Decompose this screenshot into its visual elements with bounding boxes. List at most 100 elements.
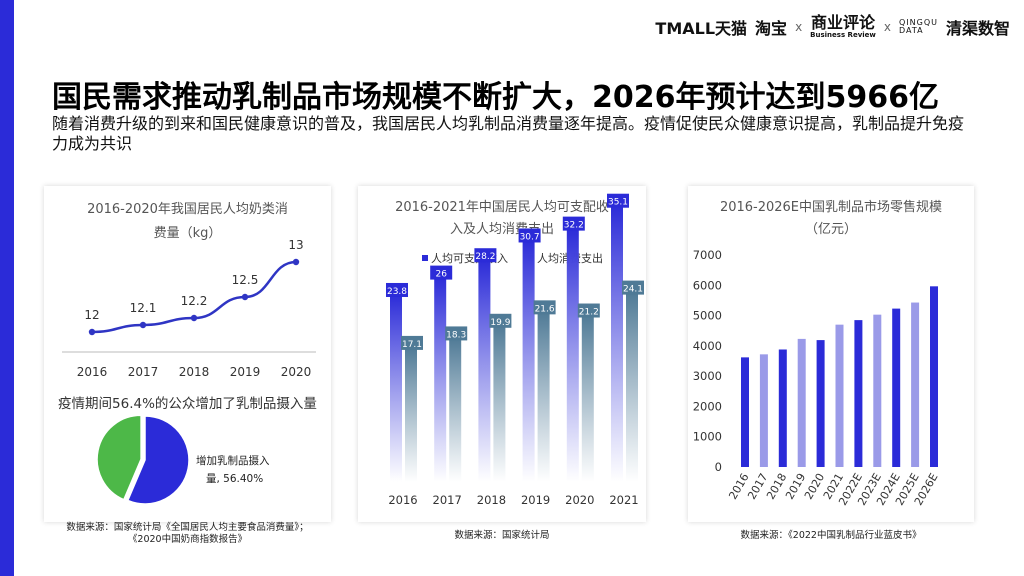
x-tick-label: 2020: [565, 493, 594, 507]
brand-logos: TMALL天猫 淘宝 x 商业评论 Business Review x QING…: [655, 14, 1010, 40]
data-label-income: 23.8: [387, 287, 407, 297]
panel-milk-consumption: 2016-2020年我国居民人均奶类消 费量（kg） 12 2016 12.1 201…: [44, 186, 331, 522]
bar: [741, 357, 749, 467]
data-label-income: 26: [435, 270, 447, 280]
business-review-cn: 商业评论: [811, 13, 876, 32]
x-tick-label: 2017: [433, 493, 462, 507]
left-accent-bar: [0, 0, 14, 576]
bar: [911, 302, 920, 467]
tmall-logo: TMALL天猫: [655, 19, 748, 38]
bar: [930, 286, 938, 467]
grouped-bar-chart: 人均可支配收入人均消费支出23.817.120162618.3201728.21…: [386, 193, 644, 507]
bar-spending: [537, 311, 550, 482]
y-tick-label: 2000: [693, 399, 722, 413]
bar-spending: [493, 324, 506, 482]
bar-spending: [405, 346, 417, 482]
bar: [797, 338, 806, 467]
data-label-income: 28.2: [475, 252, 495, 262]
panel-market-size: 2016-2026E中国乳制品市场零售规模 （亿元） 0 1000 2000 3000…: [688, 186, 974, 522]
qingqu-en-line2: DATA: [898, 26, 924, 35]
pie-slice: [126, 415, 190, 505]
data-label-spending: 21.6: [535, 304, 555, 314]
qingqu-en-logo: QINGQU DATA: [899, 19, 938, 35]
bar-income: [611, 204, 623, 482]
x-tick-label: 2017: [128, 365, 159, 379]
data-label-spending: 21.2: [579, 308, 599, 318]
data-label-box-spending: [445, 326, 468, 341]
chart-title-line1: 2016-2021年中国居民人均可支配收: [395, 200, 609, 215]
x-tick-label: 2016: [77, 365, 108, 379]
data-label-box-spending: [533, 300, 556, 315]
bar-income: [566, 227, 579, 482]
data-label: 12.2: [181, 294, 208, 308]
data-label-spending: 17.1: [402, 340, 422, 350]
x-tick-label: 2016: [388, 493, 417, 507]
data-label-box-income: [386, 282, 408, 297]
data-label-box-spending: [577, 303, 600, 318]
page-subtitle: 随着消费升级的到来和国民健康意识的普及，我国居民人均乳制品消费量逐年提高。疫情促…: [52, 114, 965, 153]
chart-title-line2: 费量（kg）: [153, 226, 222, 241]
bar-chart: 0100020003000400050006000700020162017201…: [693, 248, 941, 508]
source-note-3: 数据来源：《2022中国乳制品行业蓝皮书》: [740, 530, 922, 541]
data-label-income: 32.2: [564, 221, 584, 231]
x-tick-label: 2018: [179, 365, 210, 379]
data-label-income: 30.7: [520, 232, 540, 242]
brand-separator: x: [795, 20, 803, 34]
y-tick-label: 4000: [693, 339, 722, 353]
qingqu-en-line1: QINGQU: [898, 18, 938, 27]
data-label-spending: 18.3: [446, 330, 466, 340]
data-label-spending: 19.9: [490, 318, 510, 328]
bar-spending: [449, 337, 462, 482]
data-point: [190, 314, 198, 322]
series-line: [91, 260, 297, 334]
bar-income: [390, 293, 402, 482]
panel-income-spending: 2016-2021年中国居民人均可支配收 入及人均消费支出 人均可支配收入人均消…: [358, 186, 646, 522]
line-chart: 12 2016 12.1 2017 12.2 2018 12.5 2019 13 2020: [62, 238, 316, 379]
source-line1: 数据来源：国家统计局《全国居民人均主要食品消费量》；: [66, 522, 309, 533]
bar: [816, 340, 825, 467]
legend-swatch-income: [422, 255, 428, 261]
chart-title-line2: （亿元）: [804, 222, 857, 237]
y-tick-label: 5000: [693, 309, 722, 323]
bar-income: [434, 276, 447, 482]
bar: [835, 324, 844, 467]
y-tick-label: 7000: [693, 248, 722, 262]
brand-separator: x: [883, 20, 891, 34]
chart-title-line1: 2016-2020年我国居民人均奶类消: [87, 202, 288, 217]
pie-slice: [96, 414, 142, 501]
page-title: 国民需求推动乳制品市场规模不断扩大，2026年预计达到5966亿: [52, 80, 939, 115]
y-tick-label: 6000: [693, 278, 722, 292]
bar: [759, 354, 768, 467]
data-point: [139, 321, 147, 329]
y-tick-label: 0: [715, 460, 722, 474]
data-label: 12.5: [232, 273, 259, 287]
data-label: 13: [288, 238, 303, 252]
taobao-logo: 淘宝: [755, 19, 788, 38]
data-point: [241, 293, 249, 301]
x-tick-label: 2018: [477, 493, 506, 507]
data-label-spending: 24.1: [623, 285, 643, 295]
pie-title: 疫情期间56.4%的公众增加了乳制品摄入量: [58, 396, 317, 412]
data-label-box-spending: [489, 313, 512, 328]
bar-income: [522, 239, 535, 482]
business-review-en: Business Review: [810, 31, 876, 39]
data-point: [88, 328, 96, 336]
bar-spending: [626, 291, 638, 482]
data-label-box-spending: [401, 335, 423, 350]
x-tick-label: 2021: [609, 493, 638, 507]
data-label-box-income: [562, 216, 585, 231]
bar-income: [478, 259, 491, 482]
x-tick-label: 2019: [521, 493, 550, 507]
bar-spending: [581, 314, 594, 482]
pie-data-label-line1: 增加乳制品摄入: [196, 454, 270, 467]
source-line2: 《2020中国奶商指数报告》: [127, 534, 248, 545]
source-note-1: 数据来源：国家统计局《全国居民人均主要食品消费量》； 《2020中国奶商指数报告…: [44, 522, 331, 546]
data-label-box-income: [518, 228, 541, 243]
data-label: 12.1: [130, 301, 157, 315]
chart-title-line1: 2016-2026E中国乳制品市场零售规模: [719, 200, 943, 215]
data-label-box-income: [474, 248, 497, 263]
x-tick-label: 2019: [230, 365, 261, 379]
bar: [873, 314, 882, 467]
qingqu-cn-logo: 清渠数智: [945, 19, 1010, 38]
